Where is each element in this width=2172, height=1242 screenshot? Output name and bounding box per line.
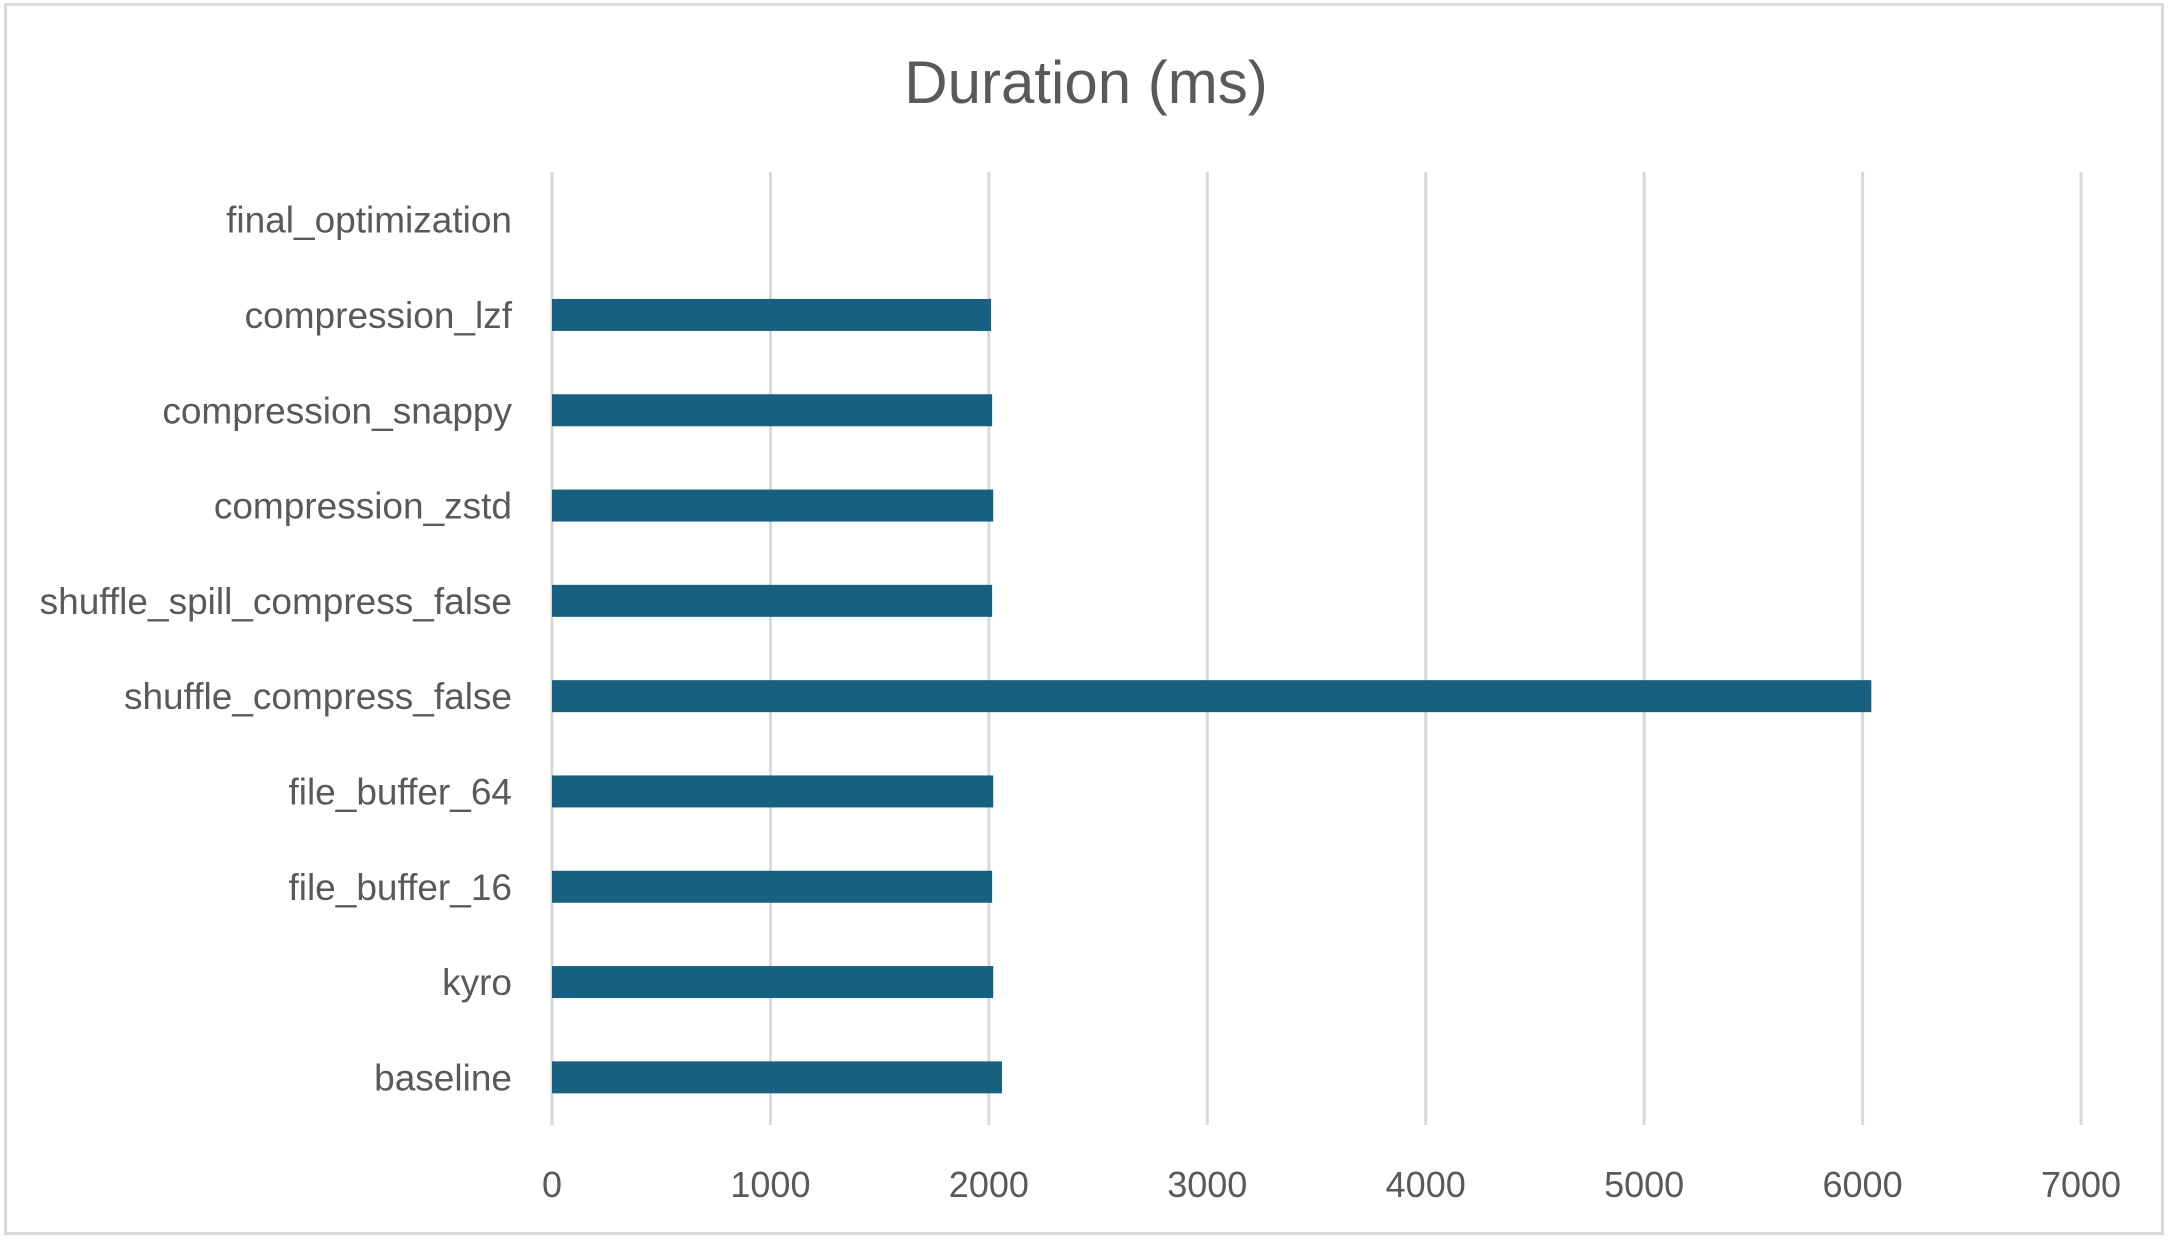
bar-compression_zstd (552, 489, 994, 522)
x-tick-label: 6000 (1823, 1164, 1903, 1205)
bar-baseline (552, 1061, 1002, 1094)
chart-title: Duration (ms) (904, 49, 1268, 116)
x-tick-label: 4000 (1386, 1164, 1466, 1205)
x-tick-label: 2000 (949, 1164, 1029, 1205)
category-label: baseline (374, 1057, 512, 1098)
bar-compression_lzf (552, 298, 992, 331)
x-tick-label: 7000 (2041, 1164, 2121, 1205)
chart-frame (4, 3, 2164, 1235)
category-label: kyro (442, 962, 512, 1003)
category-label: file_buffer_16 (288, 867, 512, 908)
category-label: compression_snappy (162, 390, 512, 431)
category-label: compression_zstd (214, 486, 512, 527)
bar-shuffle_spill_compress_false (552, 584, 993, 617)
category-label: compression_lzf (245, 295, 513, 336)
bar-file_buffer_16 (552, 870, 993, 903)
bar-file_buffer_64 (552, 775, 994, 808)
x-tick-label: 5000 (1604, 1164, 1684, 1205)
category-label: file_buffer_64 (288, 771, 512, 812)
bar-kyro (552, 966, 994, 999)
x-tick-label: 0 (542, 1164, 562, 1205)
category-label: shuffle_spill_compress_false (40, 581, 512, 622)
category-label: shuffle_compress_false (124, 676, 512, 717)
bar-compression_snappy (552, 394, 993, 427)
category-label: final_optimization (226, 200, 512, 241)
x-tick-label: 1000 (730, 1164, 810, 1205)
bar-shuffle_compress_false (552, 680, 1872, 713)
x-tick-label: 3000 (1167, 1164, 1247, 1205)
